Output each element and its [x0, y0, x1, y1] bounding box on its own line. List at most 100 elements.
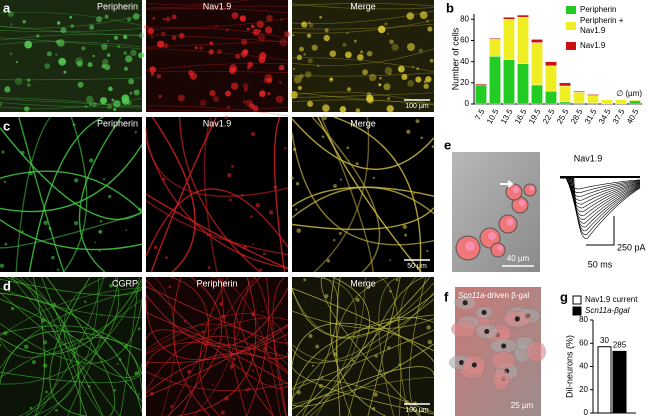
texture	[7, 11, 14, 18]
y-tick-label: 60	[460, 36, 469, 45]
scale-bar-label: 100 µm	[405, 407, 429, 414]
texture	[145, 140, 289, 269]
texture	[291, 316, 435, 399]
texture	[9, 52, 13, 56]
texture	[26, 276, 120, 416]
bar-segment	[545, 65, 557, 92]
texture	[14, 77, 23, 86]
texture	[118, 358, 122, 361]
texture	[177, 94, 185, 102]
texture	[419, 11, 428, 19]
texture	[263, 346, 268, 351]
texture	[229, 67, 236, 74]
texture	[57, 21, 61, 25]
texture	[245, 388, 249, 392]
texture	[67, 276, 118, 416]
texture	[342, 42, 347, 48]
texture	[187, 369, 192, 374]
texture	[362, 69, 368, 76]
texture	[145, 48, 289, 61]
x-tick-label: 37.5	[611, 107, 627, 125]
panel-label: a	[3, 0, 11, 15]
texture	[171, 14, 177, 20]
texture	[113, 388, 117, 392]
texture	[150, 72, 155, 76]
count-label: 30	[600, 336, 609, 345]
texture	[352, 359, 355, 363]
texture	[239, 15, 246, 22]
texture	[116, 362, 119, 365]
texture	[291, 298, 435, 364]
x-axis-label: ∅ (µm)	[616, 89, 642, 98]
texture	[197, 339, 200, 343]
bar-segment	[475, 84, 487, 105]
texture	[128, 78, 135, 85]
texture	[62, 116, 88, 273]
texture	[145, 193, 289, 270]
texture	[87, 62, 93, 68]
texture	[416, 67, 420, 71]
bar-segment	[503, 16, 515, 20]
texture	[329, 50, 337, 58]
texture	[132, 13, 140, 20]
trace	[560, 177, 641, 224]
texture	[0, 97, 143, 109]
texture	[322, 115, 327, 121]
texture	[325, 393, 328, 397]
texture	[379, 369, 383, 373]
texture	[170, 404, 174, 408]
cell	[497, 245, 503, 251]
texture	[138, 52, 145, 59]
texture	[329, 77, 333, 81]
texture	[339, 106, 347, 113]
texture	[121, 94, 130, 103]
texture	[183, 319, 187, 323]
texture	[332, 334, 335, 337]
scale-bar	[586, 216, 615, 246]
texture	[0, 37, 143, 50]
x-tick-label: 34.5	[597, 107, 613, 125]
texture	[98, 249, 101, 252]
texture	[43, 340, 48, 345]
texture	[252, 243, 255, 246]
texture	[372, 407, 376, 411]
texture	[89, 103, 92, 106]
texture	[284, 147, 287, 150]
bar-segment	[531, 42, 543, 86]
y-tick-label: 0	[584, 408, 589, 416]
y-tick-label: 40	[460, 57, 469, 66]
texture	[154, 276, 176, 416]
texture	[0, 144, 143, 213]
texture	[113, 35, 119, 40]
texture	[0, 170, 143, 213]
texture	[230, 82, 239, 90]
texture	[291, 3, 435, 7]
texture	[94, 241, 97, 244]
texture	[378, 83, 382, 87]
trace	[560, 177, 641, 220]
texture	[306, 33, 312, 38]
texture	[10, 23, 13, 26]
scale-bar-label: 100 µm	[405, 103, 429, 110]
texture	[104, 64, 111, 71]
texture	[41, 318, 46, 323]
texture	[219, 301, 224, 306]
texture	[98, 229, 103, 234]
texture	[3, 331, 8, 336]
texture	[389, 39, 394, 45]
bar-segment	[489, 39, 501, 57]
bar-segment	[587, 95, 599, 104]
texture	[291, 207, 435, 231]
texture	[208, 49, 214, 55]
texture	[0, 287, 143, 337]
texture	[406, 12, 414, 20]
image-label: CGRP	[112, 278, 138, 288]
texture	[117, 45, 121, 49]
texture	[57, 268, 60, 271]
bar-segment	[629, 99, 641, 102]
texture	[221, 314, 226, 319]
texture	[133, 89, 140, 96]
texture	[0, 41, 143, 48]
texture	[291, 282, 435, 339]
texture	[398, 276, 417, 416]
